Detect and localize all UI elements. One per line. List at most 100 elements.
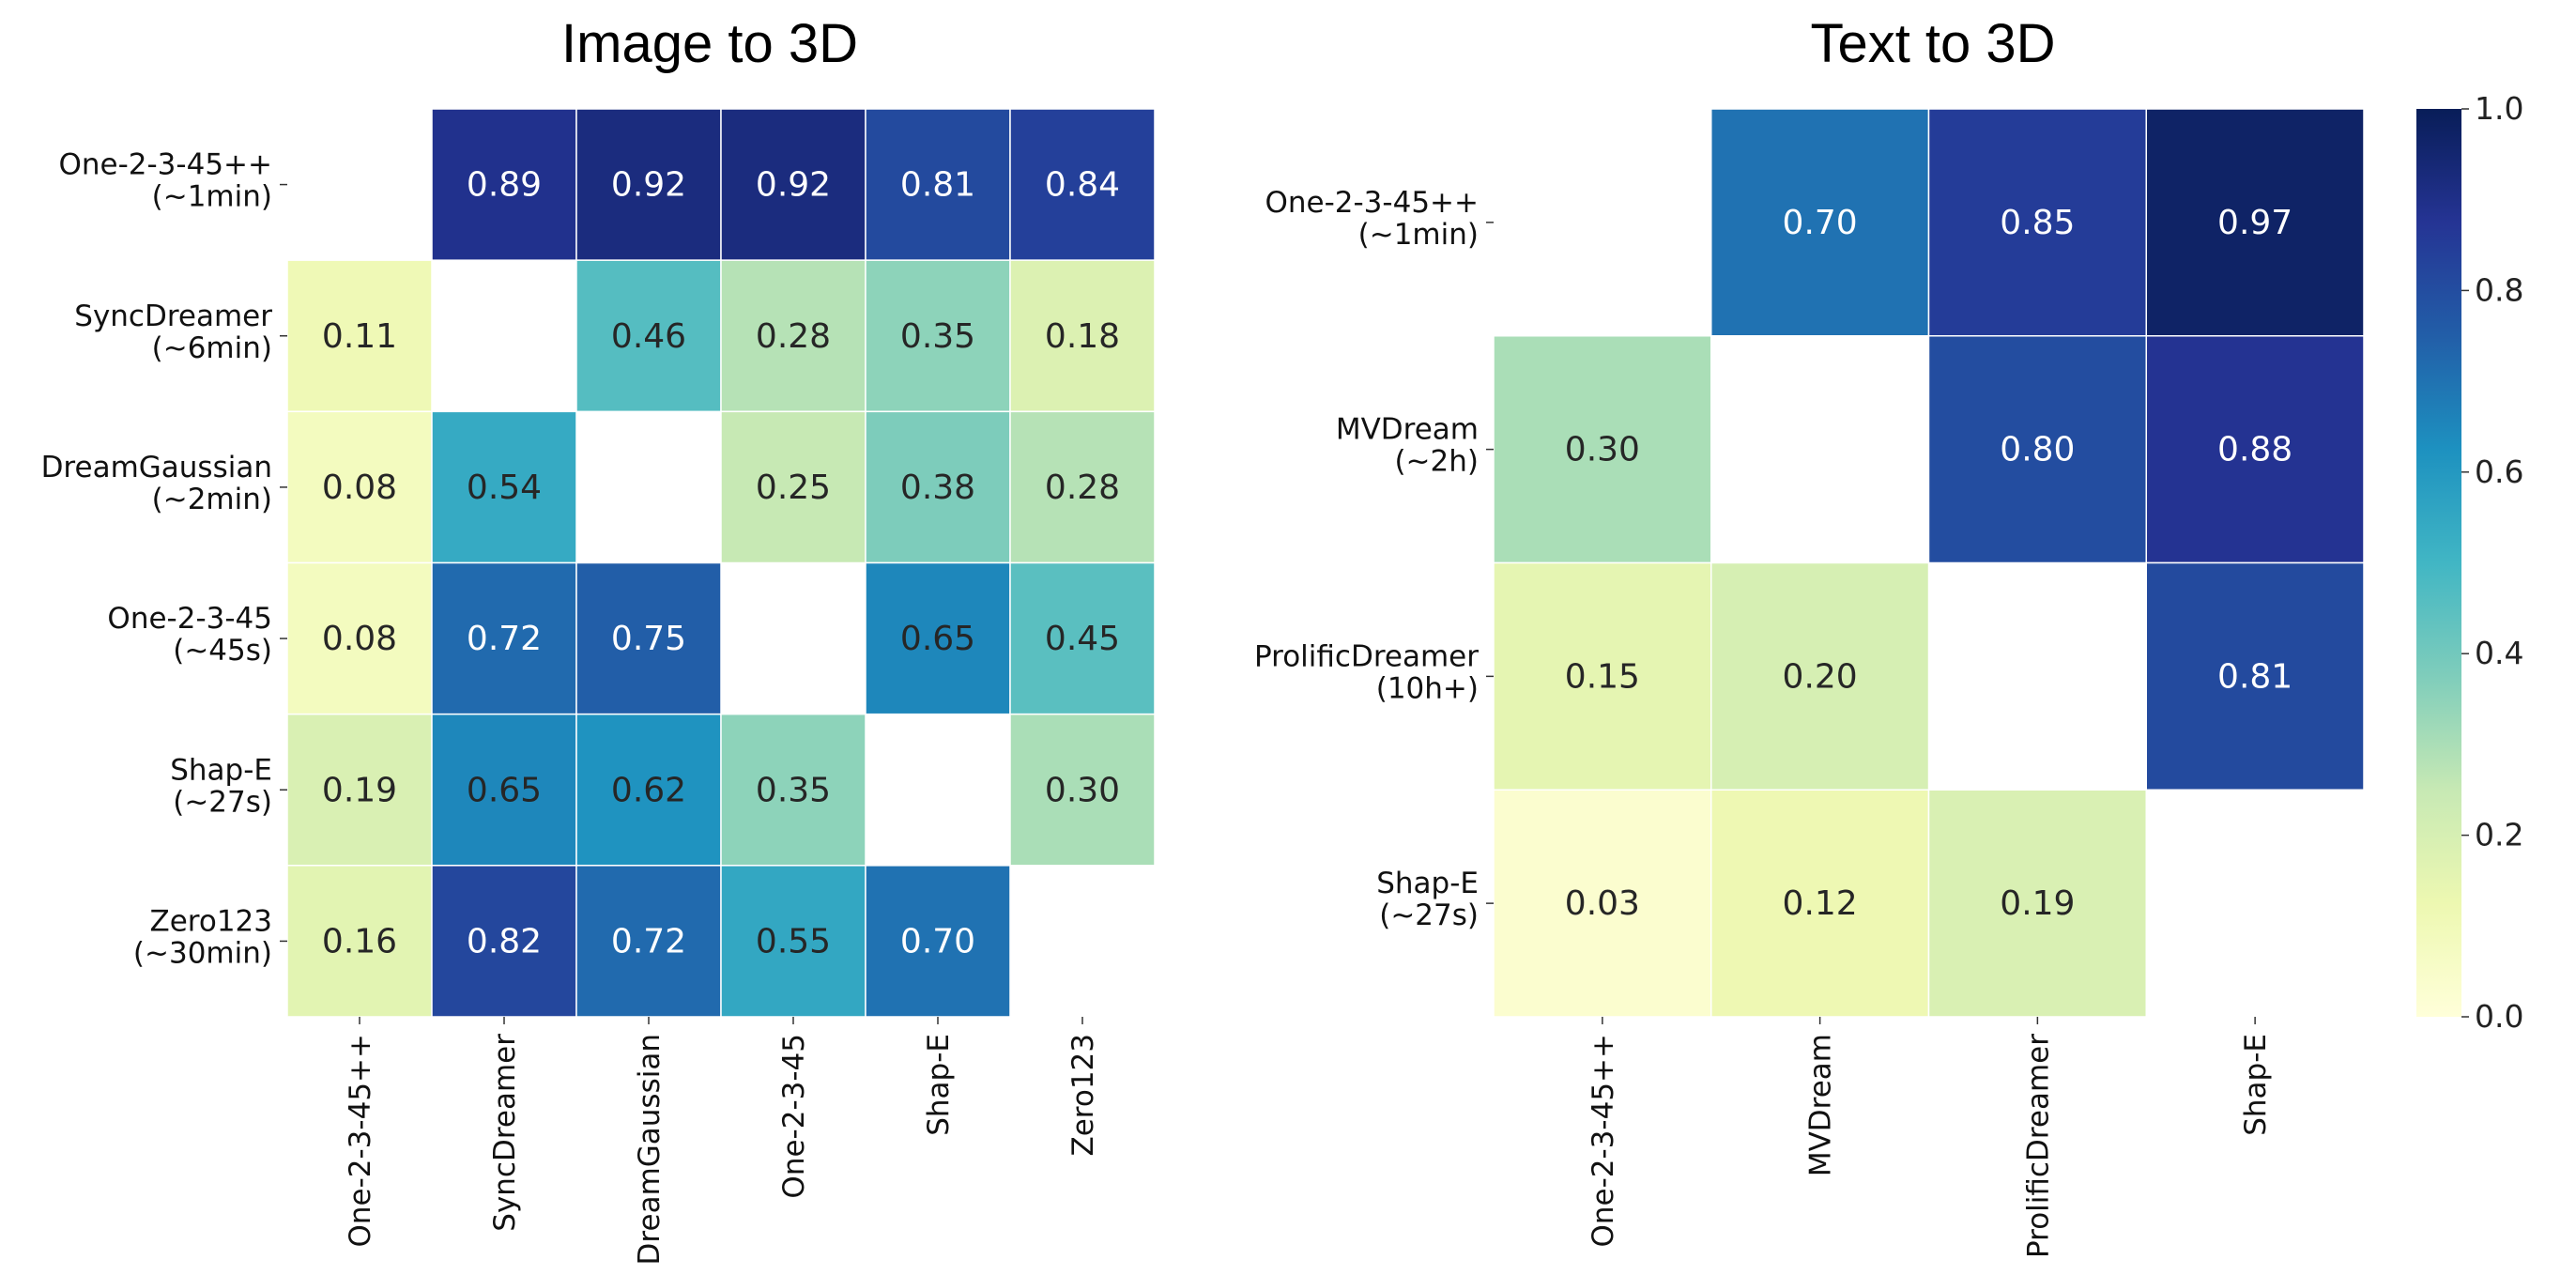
text-to-3d-cell-value: 0.19 — [2000, 884, 2075, 923]
image-to-3d-row-label: (~27s) — [173, 785, 272, 819]
image-to-3d-cell — [865, 561, 1011, 715]
colorbar: 0.0 0.2 0.4 0.6 0.8 1.0 — [2416, 90, 2523, 1035]
colorbar-tick-label: 0.0 — [2475, 998, 2523, 1035]
text-to-3d-col-label: MVDream — [1804, 1034, 1838, 1176]
image-to-3d-cell — [720, 259, 866, 413]
image-to-3d-cell — [1009, 713, 1156, 867]
image-to-3d-heatmap: 0.89 0.92 0.92 0.81 0.84 0.11 0.46 0.28 0.35 0.18… — [41, 108, 1156, 1265]
image-to-3d-row-label: (~6min) — [152, 331, 272, 365]
image-to-3d-col-label: DreamGaussian — [633, 1034, 667, 1265]
image-to-3d-cell — [720, 713, 866, 867]
image-to-3d-row-label: (~45s) — [173, 634, 272, 668]
image-to-3d-cell-value: 0.55 — [756, 922, 831, 960]
image-to-3d-cell — [720, 410, 866, 564]
text-to-3d-cell — [1927, 108, 2147, 337]
image-to-3d-cell-value: 0.92 — [756, 166, 831, 205]
text-to-3d-row-label: (~2h) — [1394, 445, 1479, 479]
text-to-3d-cell-value: 0.03 — [1565, 884, 1640, 923]
text-to-3d-cell-value: 0.30 — [1565, 431, 1640, 469]
text-to-3d-row-label: (~1min) — [1358, 218, 1479, 252]
image-to-3d-cell — [1009, 561, 1156, 715]
image-to-3d-cell — [431, 865, 577, 1018]
colorbar-gradient — [2416, 109, 2461, 1017]
text-to-3d-row-label: ProlificDreamer — [1254, 639, 1479, 673]
image-to-3d-cell — [575, 865, 722, 1018]
text-to-3d-cell-value: 0.20 — [1783, 657, 1858, 696]
text-to-3d-row-label: (~27s) — [1379, 899, 1479, 932]
image-to-3d-cell — [431, 713, 577, 867]
image-to-3d-cell-value: 0.38 — [900, 469, 975, 507]
image-to-3d-cell-value: 0.28 — [1045, 469, 1120, 507]
image-to-3d-cell — [1009, 410, 1156, 564]
text-to-3d-cell — [1710, 789, 1930, 1018]
colorbar-tick-label: 0.4 — [2475, 635, 2523, 671]
image-to-3d-cell-value: 0.72 — [611, 922, 686, 960]
image-to-3d-cell — [720, 108, 866, 261]
image-to-3d-cell — [286, 713, 433, 867]
image-to-3d-cell — [431, 561, 577, 715]
image-to-3d-row-label: One-2-3-45++ — [58, 148, 272, 182]
image-to-3d-cell — [431, 108, 577, 261]
image-to-3d-cell-value: 0.18 — [1045, 317, 1120, 356]
text-to-3d-cell-value: 0.15 — [1565, 657, 1640, 696]
left-chart-title: Image to 3D — [561, 13, 858, 74]
text-to-3d-cell-value: 0.88 — [2217, 431, 2292, 469]
text-to-3d-col-label: One-2-3-45++ — [1587, 1034, 1620, 1248]
image-to-3d-cell-value: 0.72 — [467, 620, 542, 658]
text-to-3d-row-label: One-2-3-45++ — [1265, 186, 1479, 220]
text-to-3d-cell-value: 0.70 — [1783, 204, 1858, 242]
text-to-3d-cell — [1493, 335, 1712, 564]
text-to-3d-col-label: Shap-E — [2239, 1034, 2273, 1136]
image-to-3d-row-label: One-2-3-45 — [107, 602, 272, 636]
colorbar-tick-label: 0.8 — [2475, 271, 2523, 308]
image-to-3d-cell-value: 0.65 — [900, 620, 975, 658]
text-to-3d-heatmap: 0.70 0.85 0.97 0.30 0.80 0.88 0.15 0.20 0.81 0.03… — [1254, 108, 2365, 1258]
image-to-3d-col-label: Zero123 — [1066, 1034, 1100, 1157]
image-to-3d-cell-value: 0.46 — [611, 317, 686, 356]
image-to-3d-row-label: Zero123 — [149, 904, 272, 938]
text-to-3d-row-label: Shap-E — [1376, 867, 1479, 900]
image-to-3d-cell-value: 0.25 — [756, 469, 831, 507]
image-to-3d-col-label: SyncDreamer — [488, 1034, 522, 1232]
image-to-3d-row-label: Shap-E — [170, 753, 272, 787]
text-to-3d-cell-value: 0.12 — [1783, 884, 1858, 923]
text-to-3d-cell-value: 0.97 — [2217, 204, 2292, 242]
image-to-3d-cell — [431, 410, 577, 564]
text-to-3d-cell — [1710, 108, 1930, 337]
text-to-3d-cell-value: 0.81 — [2217, 657, 2292, 696]
text-to-3d-cell — [1493, 561, 1712, 791]
text-to-3d-cell-value: 0.85 — [2000, 204, 2075, 242]
text-to-3d-cell — [2145, 108, 2365, 337]
image-to-3d-cell-value: 0.11 — [322, 317, 397, 356]
image-to-3d-cell-value: 0.89 — [467, 166, 542, 205]
image-to-3d-cell-value: 0.08 — [322, 469, 397, 507]
colorbar-tick-label: 1.0 — [2475, 90, 2523, 127]
image-to-3d-cell-value: 0.92 — [611, 166, 686, 205]
image-to-3d-cell — [286, 259, 433, 413]
image-to-3d-cell-value: 0.81 — [900, 166, 975, 205]
text-to-3d-col-label: ProlificDreamer — [2021, 1034, 2055, 1258]
text-to-3d-cell — [1927, 335, 2147, 564]
image-to-3d-cell — [865, 410, 1011, 564]
text-to-3d-cell — [1927, 789, 2147, 1018]
image-to-3d-cell-value: 0.82 — [467, 922, 542, 960]
image-to-3d-row-label: DreamGaussian — [41, 451, 272, 484]
image-to-3d-cell — [575, 108, 722, 261]
image-to-3d-cell — [575, 259, 722, 413]
image-to-3d-row-label: (~1min) — [152, 180, 272, 214]
image-to-3d-cell-value: 0.19 — [322, 771, 397, 809]
text-to-3d-cell — [2145, 335, 2365, 564]
image-to-3d-cell-value: 0.65 — [467, 771, 542, 809]
image-to-3d-cell-value: 0.84 — [1045, 166, 1120, 205]
image-to-3d-col-label: One-2-3-45 — [777, 1034, 811, 1199]
image-to-3d-cell — [1009, 108, 1156, 261]
text-to-3d-cell — [1710, 561, 1930, 791]
image-to-3d-cell-value: 0.62 — [611, 771, 686, 809]
image-to-3d-cell — [865, 108, 1011, 261]
image-to-3d-cell — [1009, 259, 1156, 413]
colorbar-tick-label: 0.6 — [2475, 453, 2523, 490]
text-to-3d-cell — [1493, 789, 1712, 1018]
image-to-3d-cell — [865, 865, 1011, 1018]
right-chart-title: Text to 3D — [1810, 13, 2055, 74]
